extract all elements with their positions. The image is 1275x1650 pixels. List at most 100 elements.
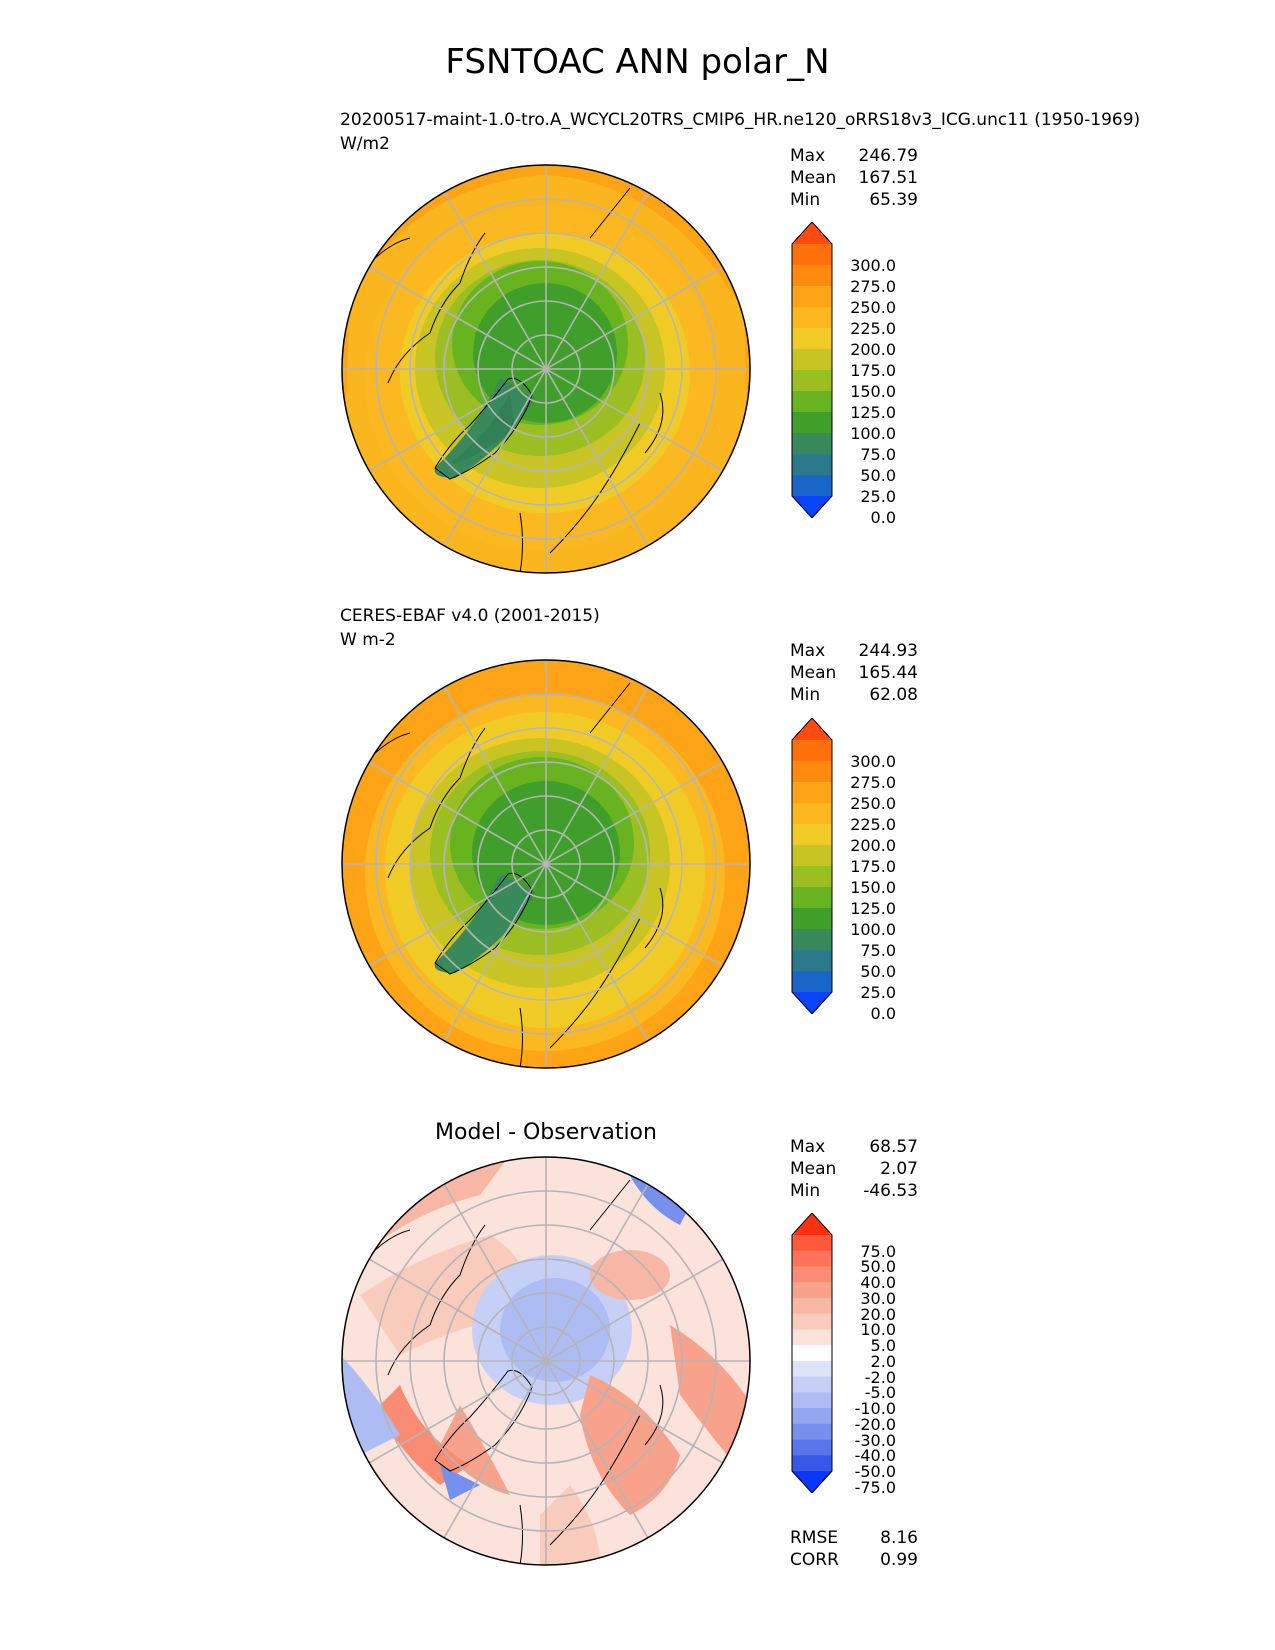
colorbar-segment [792, 412, 832, 434]
colorbar-tick-label: -2.0 [864, 1367, 896, 1387]
panel-1-min-value: 65.39 [869, 190, 918, 210]
panel-3-corr-label: CORR [790, 1550, 839, 1570]
panel-3-min-value: -46.53 [863, 1181, 918, 1201]
panel-3-polar-map [341, 1156, 751, 1566]
colorbar-extend-min [792, 992, 832, 1014]
panel-2-polar-map [341, 659, 751, 1069]
colorbar-segment [792, 1376, 832, 1393]
colorbar-tick-label: -75.0 [854, 1477, 896, 1497]
colorbar-segment [792, 391, 832, 413]
colorbar-tick-label: 100.0 [850, 920, 896, 939]
colorbar-segment [792, 1329, 832, 1346]
colorbar-tick-label: -5.0 [864, 1383, 896, 1403]
panel-2-min-label: Min [790, 685, 821, 705]
colorbar-segment [792, 370, 832, 392]
panel-3-colorbar [791, 1213, 833, 1493]
colorbar-tick-label: 150.0 [850, 382, 896, 401]
colorbar-tick-label: 75.0 [860, 1241, 896, 1261]
colorbar-segment [792, 1297, 832, 1315]
colorbar-outline [791, 718, 833, 1014]
panel-1-polar-map [341, 164, 751, 574]
colorbar-segment [792, 1423, 832, 1441]
colorbar-tick-label: 2.0 [870, 1351, 896, 1371]
colorbar-segment [792, 803, 832, 825]
panel-2-mean-value: 165.44 [858, 663, 918, 683]
colorbar-tick-label: 5.0 [870, 1336, 896, 1356]
colorbar-tick-label: 0.0 [870, 1004, 896, 1023]
colorbar-segment [792, 349, 832, 371]
colorbar-tick-label: 175.0 [850, 361, 896, 380]
colorbar-segment [792, 286, 832, 308]
colorbar-tick-label: -40.0 [854, 1446, 896, 1466]
colorbar-tick-label: 25.0 [860, 487, 896, 506]
colorbar-segment [792, 1392, 832, 1409]
panel-3-mean-label: Mean [790, 1159, 837, 1179]
colorbar-extend-max [792, 718, 832, 740]
colorbar-extend-min [792, 1471, 832, 1493]
colorbar-tick-label: 75.0 [860, 941, 896, 960]
colorbar-tick-label: 225.0 [850, 319, 896, 338]
colorbar-tick-label: 225.0 [850, 815, 896, 834]
panel-3-rmse-value: 8.16 [880, 1528, 918, 1548]
colorbar-segment [792, 1360, 832, 1378]
panel-3-rmse-label: RMSE [790, 1528, 839, 1548]
panel-2-units: W m-2 [340, 630, 396, 650]
colorbar-outline [791, 222, 833, 518]
colorbar-tick-label: -30.0 [854, 1430, 896, 1450]
panel-3-mean-value: 2.07 [880, 1159, 918, 1179]
colorbar-tick-label: -10.0 [854, 1399, 896, 1419]
panel-2-subtitle: CERES-EBAF v4.0 (2001-2015) [340, 606, 600, 626]
colorbar-segment [792, 740, 832, 762]
colorbar-tick-label: 0.0 [870, 508, 896, 527]
colorbar-segment [792, 1282, 832, 1299]
panel-1-mean-value: 167.51 [858, 168, 918, 188]
colorbar-segment [792, 782, 832, 804]
panel-1-min-label: Min [790, 190, 821, 210]
colorbar-segment [792, 475, 832, 497]
panel-2-max-value: 244.93 [858, 641, 918, 661]
panel-1-max-label: Max [790, 146, 826, 166]
colorbar-segment [792, 1235, 832, 1252]
colorbar-segment [792, 1266, 832, 1283]
panel-1-subtitle: 20200517-maint-1.0-tro.A_WCYCL20TRS_CMIP… [340, 110, 1141, 130]
colorbar-tick-label: 150.0 [850, 878, 896, 897]
colorbar-segment [792, 307, 832, 329]
colorbar-segment [792, 929, 832, 951]
colorbar-segment [792, 1455, 832, 1472]
colorbar-segment [792, 971, 832, 993]
colorbar-tick-label: 50.0 [860, 1257, 896, 1277]
panel-3-min-label: Min [790, 1181, 821, 1201]
colorbar-tick-label: 200.0 [850, 836, 896, 855]
colorbar-segment [792, 908, 832, 930]
colorbar-extend-max [792, 1213, 832, 1235]
colorbar-tick-label: 10.0 [860, 1320, 896, 1340]
colorbar-segment [792, 824, 832, 846]
colorbar-tick-label: 275.0 [850, 773, 896, 792]
colorbar-segment [792, 454, 832, 476]
colorbar-tick-label: 40.0 [860, 1273, 896, 1293]
colorbar-tick-label: 30.0 [860, 1288, 896, 1308]
panel-2-mean-label: Mean [790, 663, 837, 683]
colorbar-tick-label: 20.0 [860, 1304, 896, 1324]
colorbar-segment [792, 845, 832, 867]
colorbar-segment [792, 866, 832, 888]
panel-2-colorbar [791, 718, 833, 1014]
colorbar-extend-max [792, 222, 832, 244]
panel-1-colorbar [791, 222, 833, 518]
colorbar-tick-label: 250.0 [850, 298, 896, 317]
colorbar-extend-min [792, 496, 832, 518]
colorbar-segment [792, 328, 832, 350]
colorbar-tick-label: 50.0 [860, 962, 896, 981]
panel-3-max-value: 68.57 [869, 1137, 918, 1157]
colorbar-segment [792, 950, 832, 972]
colorbar-outline [791, 1213, 833, 1493]
colorbar-tick-label: 175.0 [850, 857, 896, 876]
colorbar-tick-label: -20.0 [854, 1414, 896, 1434]
colorbar-segment [792, 761, 832, 783]
colorbar-segment [792, 1313, 832, 1330]
colorbar-segment [792, 244, 832, 266]
panel-2-max-label: Max [790, 641, 826, 661]
colorbar-tick-label: 300.0 [850, 256, 896, 275]
colorbar-tick-label: 275.0 [850, 277, 896, 296]
colorbar-segment [792, 887, 832, 909]
